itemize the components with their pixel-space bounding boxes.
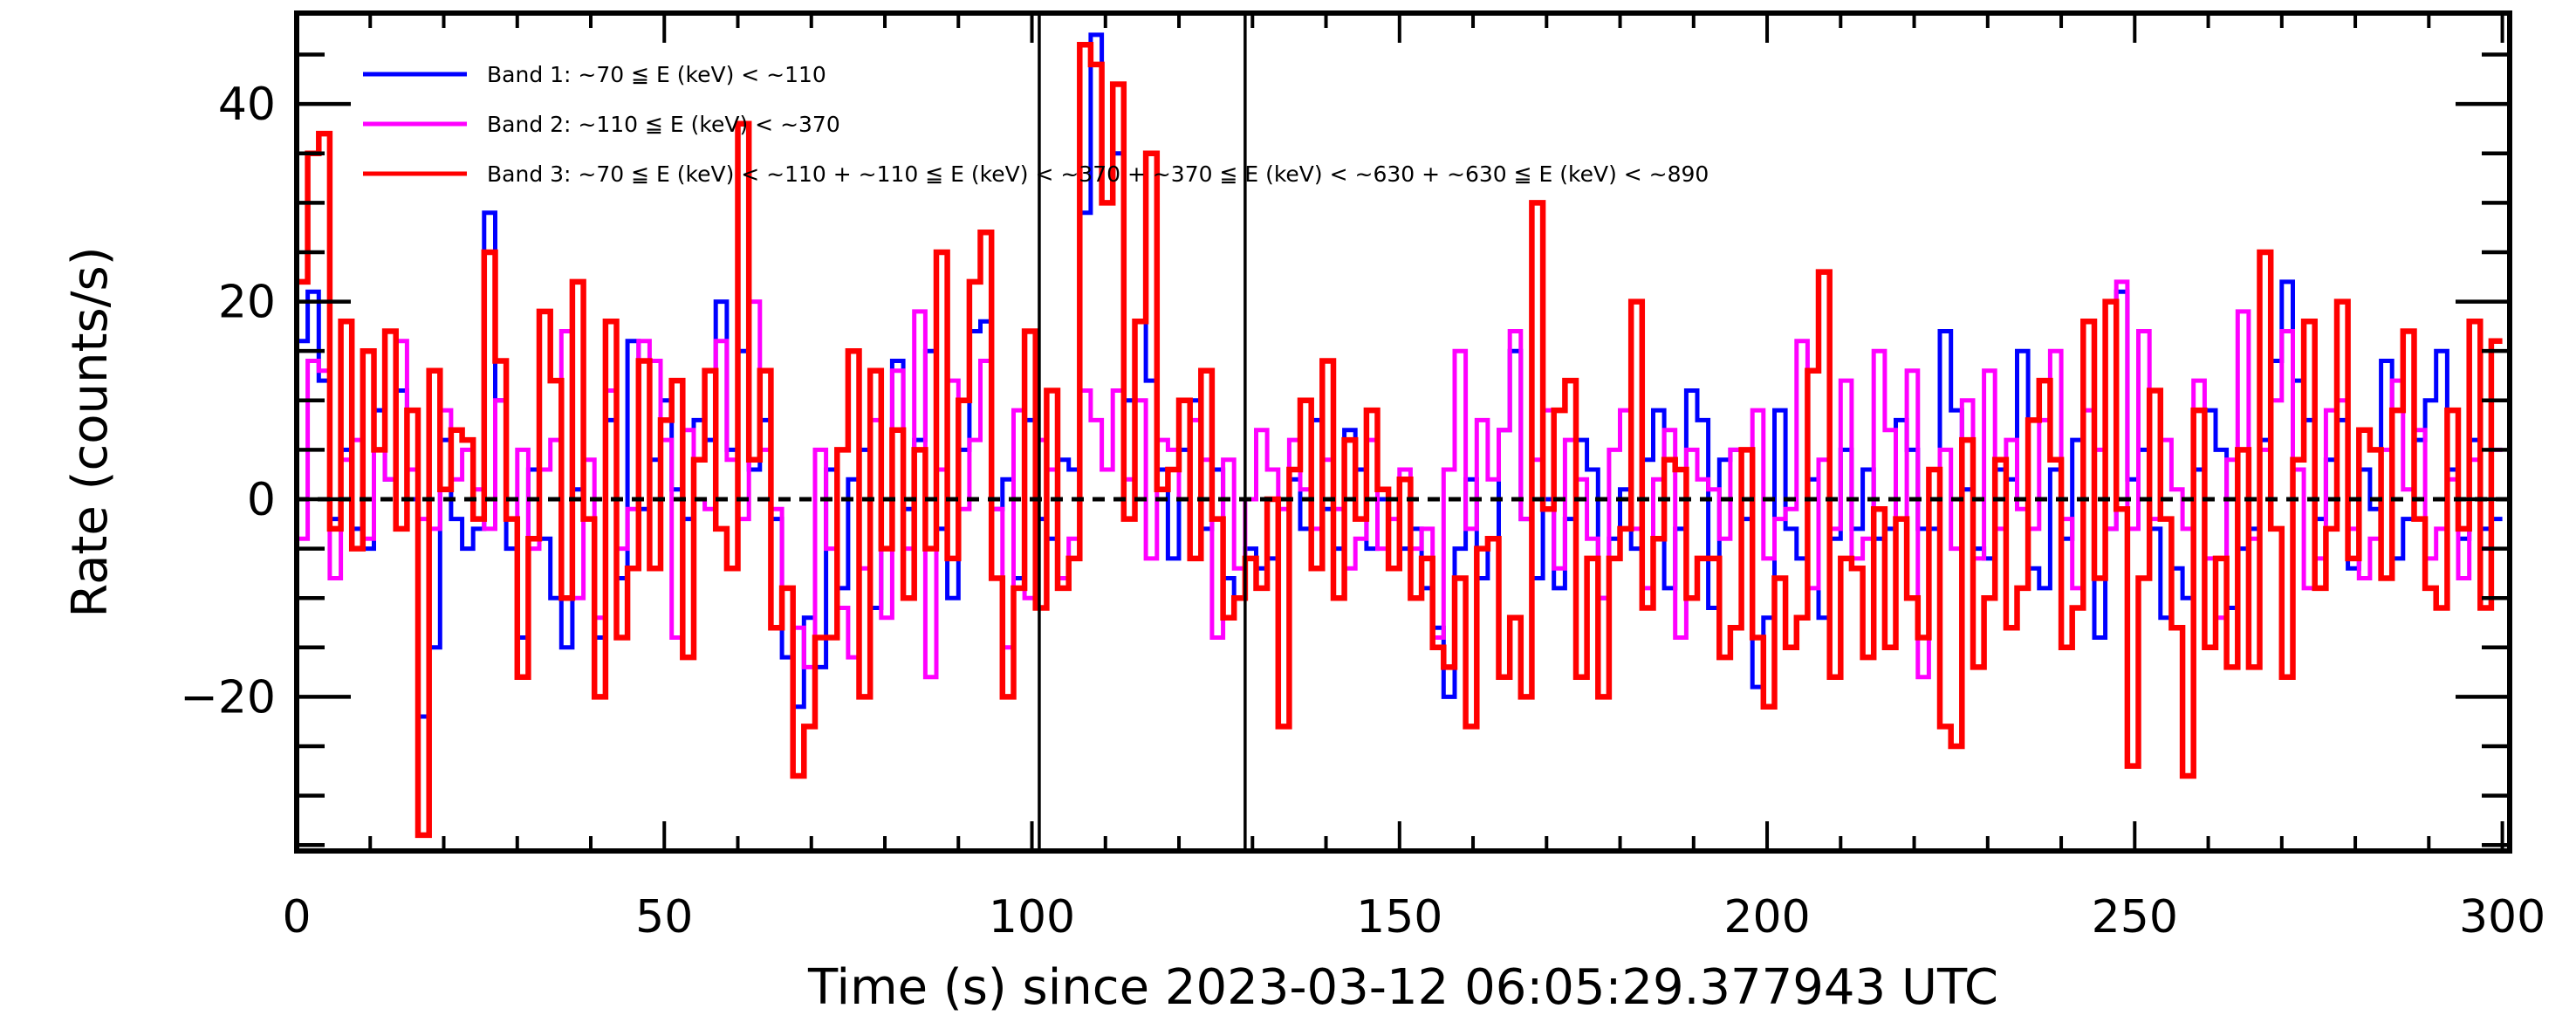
legend-label-band-2: Band 2: ~110 ≦ E (keV) < ~370 [487, 112, 840, 137]
x-tick-label: 250 [2092, 891, 2178, 943]
x-tick-label: 50 [635, 891, 693, 943]
series-band-3-line [297, 41, 2503, 839]
reference-lines [297, 13, 2510, 851]
y-tick-label: 0 [247, 474, 276, 526]
x-tick-label: 200 [1723, 891, 1810, 943]
y-axis-title: Rate (counts/s) [62, 246, 119, 617]
series-layer [297, 32, 2503, 839]
x-axis-title: Time (s) since 2023-03-12 06:05:29.37794… [807, 959, 1998, 1016]
x-tick-label: 150 [1356, 891, 1442, 943]
ticks: 0 50 100 150 200 250 300 −20 0 20 40 [180, 13, 2545, 943]
legend-label-band-1: Band 1: ~70 ≦ E (keV) < ~110 [487, 62, 826, 87]
y-tick-label: 20 [218, 277, 276, 329]
x-tick-label: 100 [989, 891, 1075, 943]
x-tick-label: 300 [2459, 891, 2545, 943]
axes [294, 10, 2512, 854]
legend-label-band-3: Band 3: ~70 ≦ E (keV) < ~110 + ~110 ≦ E … [487, 161, 1709, 187]
legend: Band 1: ~70 ≦ E (keV) < ~110 Band 2: ~110… [363, 62, 1709, 187]
x-tick-label: 0 [282, 891, 311, 943]
y-tick-label: −20 [180, 671, 276, 724]
plot-frame [294, 10, 2512, 854]
y-tick-label: 40 [218, 79, 276, 131]
